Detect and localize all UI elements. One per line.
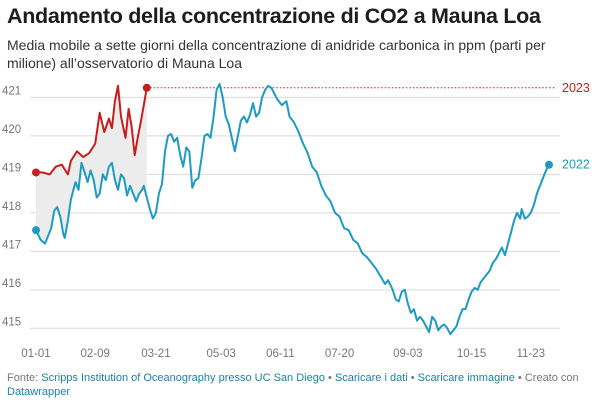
footer-separator: • <box>324 372 335 384</box>
label-layer: 415 416 417 418 419 420 421 01-01 02-09 03-21 05-0… <box>2 81 590 360</box>
series-line-2023 <box>35 84 148 176</box>
area-layer <box>36 85 147 244</box>
series-end-point-2023 <box>142 83 151 92</box>
y-tick-label: 418 <box>2 201 21 213</box>
y-tick-label: 415 <box>2 316 21 328</box>
x-tick-label: 11-23 <box>517 348 546 360</box>
chart-subtitle: Media mobile a sette giorni della concen… <box>7 37 546 71</box>
series-start-point-2023 <box>32 168 40 177</box>
series-label-2022: 2022 <box>562 158 590 172</box>
x-tick-label: 09-03 <box>393 348 422 360</box>
y-tick-label: 420 <box>2 124 21 136</box>
x-tick-label: 02-09 <box>80 348 109 360</box>
chart-title: Andamento della concentrazione di CO2 a … <box>7 4 541 28</box>
series-label-2023: 2023 <box>562 81 590 95</box>
difference-area <box>36 85 147 244</box>
footer: Fonte: Scripps Institution of Oceanograp… <box>7 372 595 399</box>
download-image-link[interactable]: Scaricare immagine <box>417 372 515 384</box>
y-tick-label: 421 <box>2 85 21 97</box>
series-layer <box>35 82 550 336</box>
x-tick-label: 06-11 <box>266 348 295 360</box>
footer-separator: • <box>407 372 418 384</box>
x-tick-label: 05-03 <box>206 348 235 360</box>
x-tick-label: 01-01 <box>21 348 50 360</box>
series-end-point-2022 <box>545 160 553 169</box>
y-tick-label: 417 <box>2 239 21 251</box>
datawrapper-link[interactable]: Datawrapper <box>7 385 70 398</box>
y-tick-label: 416 <box>2 278 21 290</box>
line-chart: 415 416 417 418 419 420 421 01-01 02-09 03-21 05-0… <box>2 81 590 360</box>
download-data-link[interactable]: Scaricare i dati <box>334 372 408 384</box>
series-start-point-2022 <box>32 226 40 235</box>
source-prefix: Fonte: <box>7 372 42 384</box>
x-tick-label: 07-20 <box>325 348 354 360</box>
x-tick-label: 03-21 <box>141 348 170 360</box>
created-with-text: • Creato con <box>514 372 579 384</box>
marker-layer <box>32 83 553 235</box>
y-tick-label: 419 <box>2 162 21 174</box>
source-link[interactable]: Scripps Institution of Oceanography pres… <box>41 372 325 384</box>
x-tick-label: 10-15 <box>457 348 486 360</box>
series-line-2022 <box>35 82 550 336</box>
